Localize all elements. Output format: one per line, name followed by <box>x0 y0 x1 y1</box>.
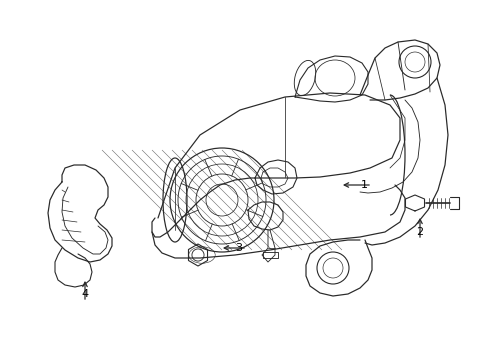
Text: 2: 2 <box>416 227 423 237</box>
Text: 1: 1 <box>360 180 367 190</box>
Text: 4: 4 <box>81 289 88 299</box>
Text: 3: 3 <box>235 243 242 253</box>
